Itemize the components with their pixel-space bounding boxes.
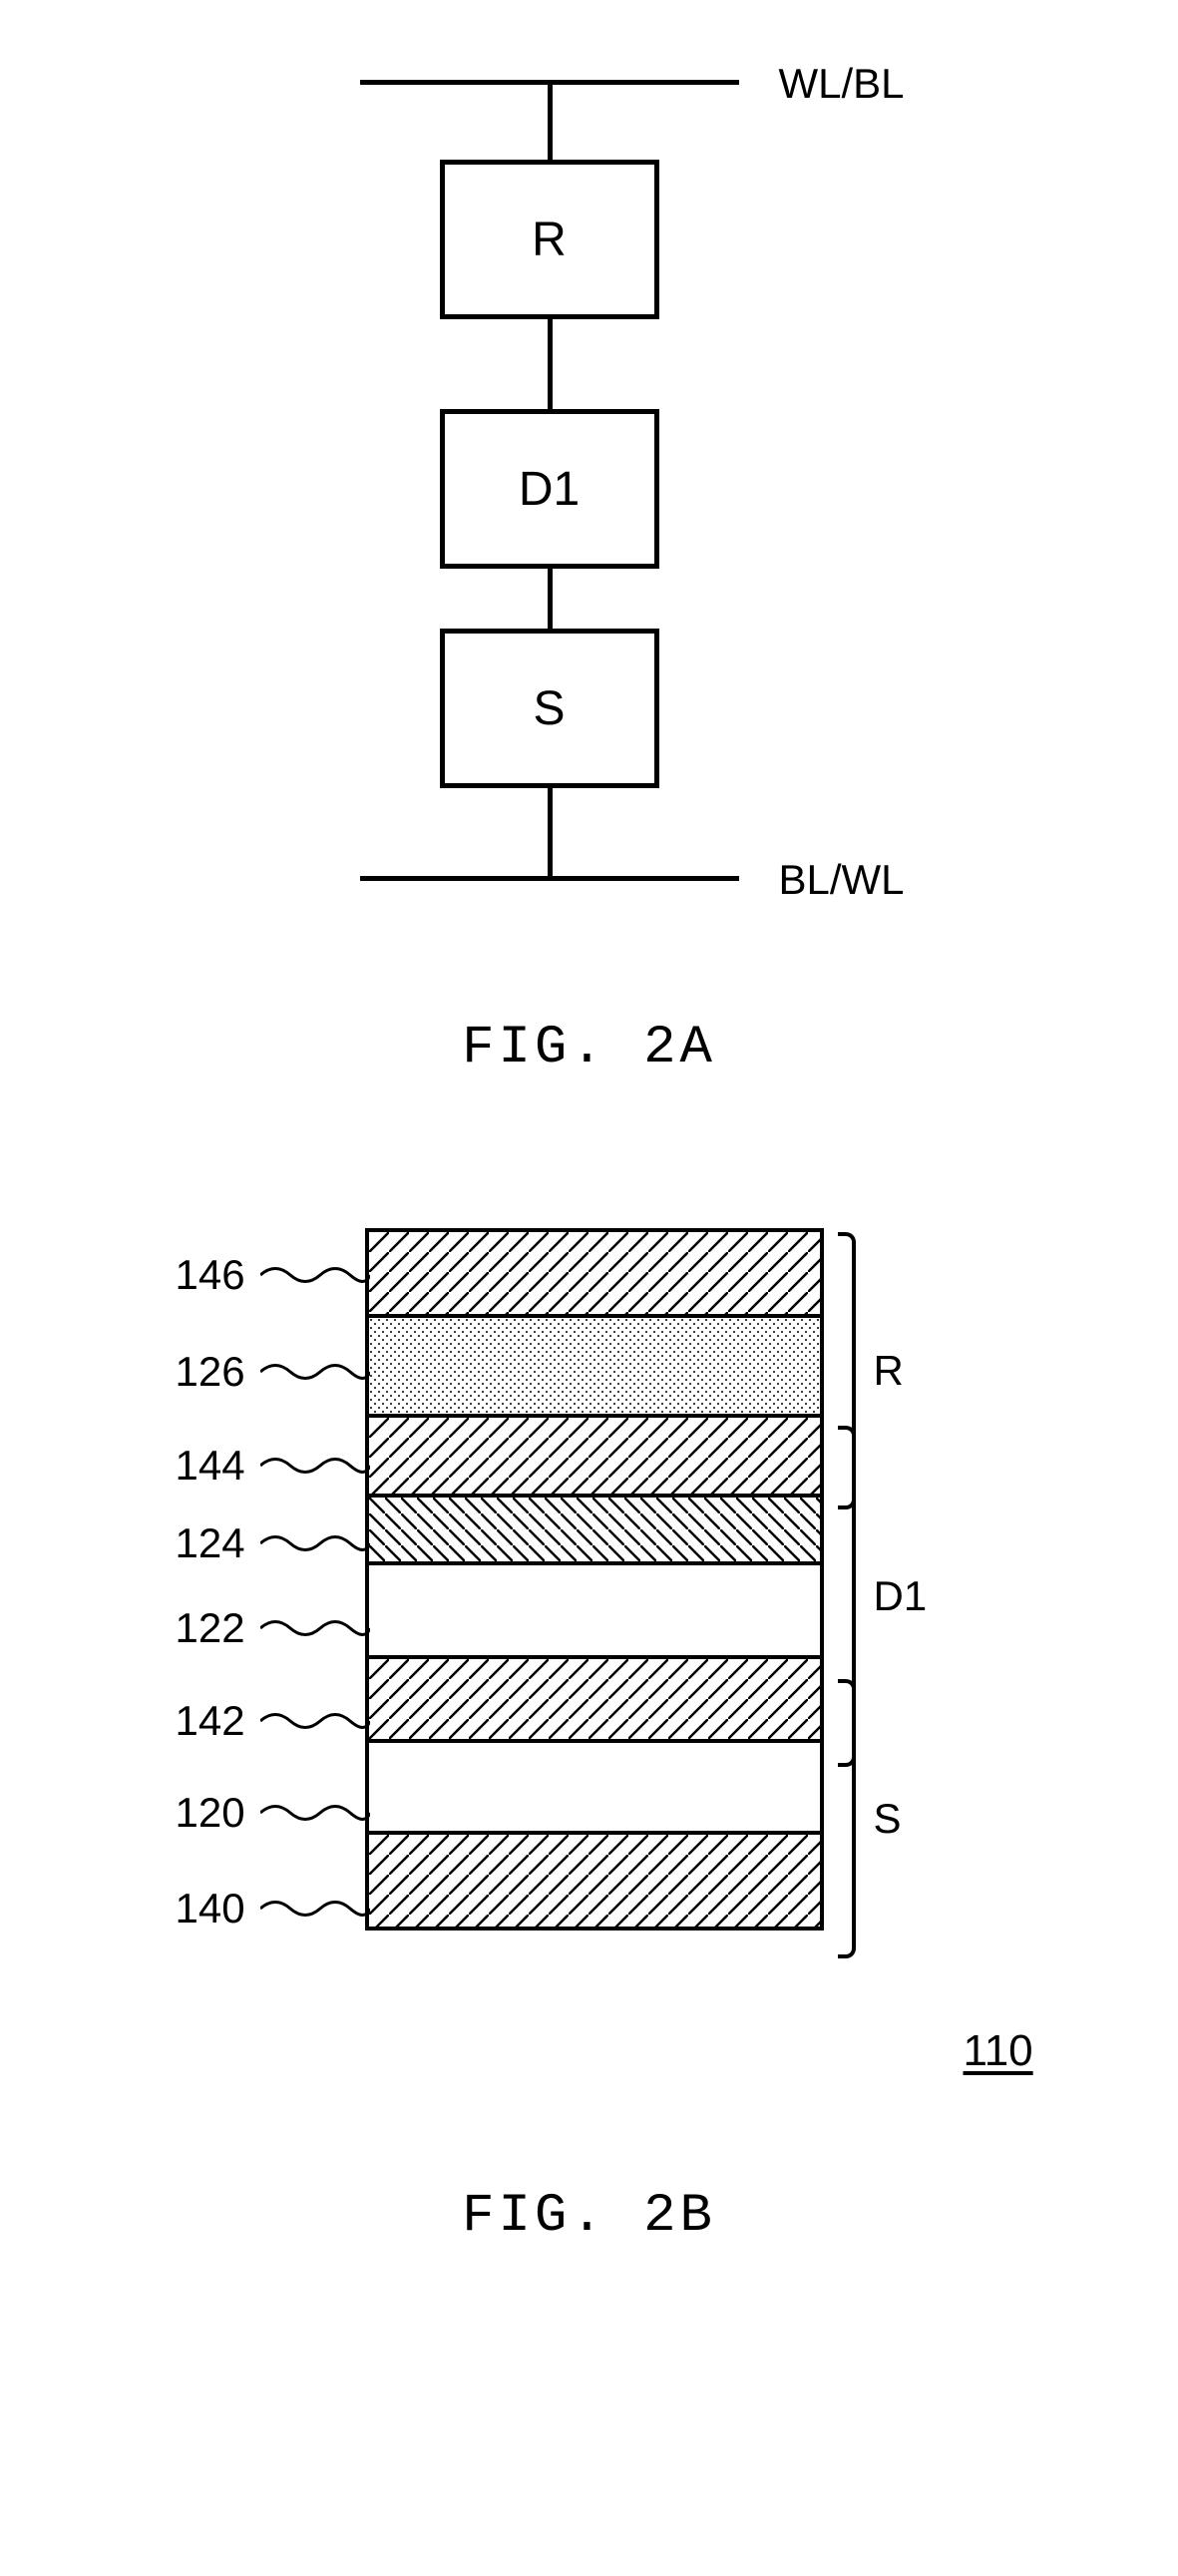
vertical-wire-2 [548,319,553,409]
layer-122 [369,1565,820,1659]
layer-146 [369,1232,820,1318]
layer-stack [365,1228,824,1931]
leader-line-144 [260,1451,370,1481]
block-s: S [440,629,659,788]
layer-140 [369,1835,820,1927]
bracket-label-R: R [874,1347,904,1395]
block-d1: D1 [440,409,659,569]
layer-124 [369,1498,820,1565]
figure-reference-number: 110 [964,2026,1033,2076]
block-r-label: R [532,213,567,267]
layer-label-140: 140 [176,1885,245,1932]
layer-label-122: 122 [176,1604,245,1652]
leader-line-142 [260,1706,370,1736]
layer-144 [369,1418,820,1498]
layer-label-142: 142 [176,1697,245,1745]
block-d1-label: D1 [519,462,580,517]
leader-line-140 [260,1894,370,1924]
leader-line-146 [260,1260,370,1290]
layer-label-120: 120 [176,1789,245,1837]
page: WL/BL R D1 S BL/WL FIG. 2A 1461261441241… [0,0,1178,2426]
block-s-label: S [533,681,565,736]
bottom-wire-line [360,876,739,881]
bracket-S [838,1679,856,1958]
leader-line-120 [260,1798,370,1828]
vertical-wire-3 [548,569,553,629]
layer-label-124: 124 [176,1519,245,1567]
vertical-wire-4 [548,788,553,876]
leader-line-124 [260,1528,370,1558]
block-r: R [440,160,659,319]
fig-2a-diagram: WL/BL R D1 S BL/WL [240,60,939,958]
leader-line-126 [260,1357,370,1387]
bottom-wire-label: BL/WL [779,856,905,904]
vertical-wire-1 [548,82,553,160]
layer-126 [369,1318,820,1418]
fig-2b-caption: FIG. 2B [40,2186,1138,2247]
layer-label-144: 144 [176,1442,245,1490]
layer-label-126: 126 [176,1348,245,1396]
layer-120 [369,1743,820,1835]
top-wire-label: WL/BL [779,60,905,108]
bracket-label-S: S [874,1795,902,1843]
fig-2b-diagram: 146 126 144 124 122 142 120 140 R D1 S 110 [66,1198,1113,2146]
bracket-label-D1: D1 [874,1572,928,1620]
layer-label-146: 146 [176,1251,245,1299]
layer-142 [369,1659,820,1743]
fig-2a-caption: FIG. 2A [40,1018,1138,1078]
leader-line-122 [260,1613,370,1643]
